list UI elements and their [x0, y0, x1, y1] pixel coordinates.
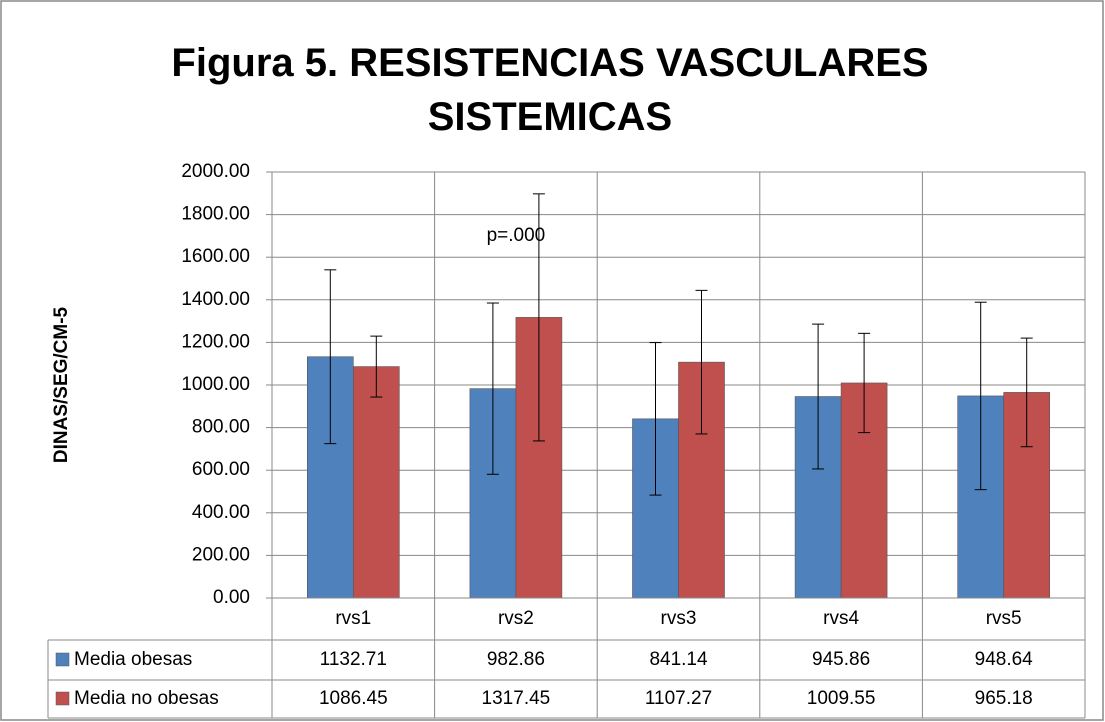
x-tick-label: rvs2 — [498, 608, 534, 629]
legend-swatch — [55, 652, 70, 667]
table-value: 1107.27 — [645, 688, 712, 709]
annotation: p=.000 — [487, 225, 546, 246]
y-tick-label: 2000.00 — [181, 161, 250, 182]
y-tick-label: 1800.00 — [181, 204, 250, 225]
table-value: 965.18 — [975, 688, 1033, 709]
table-value: 982.86 — [487, 649, 545, 670]
legend-swatch — [55, 691, 70, 706]
legend-label: Media obesas — [74, 649, 192, 670]
y-tick-label: 1000.00 — [181, 374, 250, 395]
x-tick-label: rvs4 — [823, 608, 859, 629]
y-tick-label: 1200.00 — [181, 331, 250, 352]
table-value: 841.14 — [649, 649, 708, 670]
x-tick-label: rvs5 — [986, 608, 1022, 629]
y-tick-label: 200.00 — [192, 544, 250, 565]
chart-title: Figura 5. RESISTENCIAS VASCULARES SISTEM… — [171, 41, 929, 139]
x-tick-label: rvs1 — [335, 608, 371, 629]
table-value: 945.86 — [812, 649, 870, 670]
table-value: 1317.45 — [482, 688, 551, 709]
y-tick-label: 0.00 — [213, 587, 250, 608]
table-value: 1086.45 — [319, 688, 388, 709]
table-value: 1132.71 — [320, 649, 387, 670]
legend-label: Media no obesas — [74, 688, 219, 709]
y-tick-label: 800.00 — [192, 417, 250, 438]
y-tick-label: 400.00 — [192, 502, 250, 523]
table-value: 948.64 — [975, 649, 1034, 670]
x-tick-label: rvs3 — [661, 608, 697, 629]
table-value: 1009.55 — [807, 688, 876, 709]
y-tick-label: 1400.00 — [181, 289, 250, 310]
y-tick-label: 600.00 — [192, 459, 250, 480]
bar — [352, 366, 400, 599]
y-axis-label: DINAS/SEG/CM-5 — [51, 306, 72, 463]
y-tick-label: 1600.00 — [181, 246, 250, 267]
